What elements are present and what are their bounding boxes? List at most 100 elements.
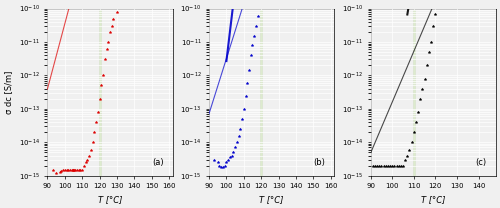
Point xyxy=(101,58,109,61)
Text: (b): (b) xyxy=(314,158,325,167)
Point xyxy=(56,170,64,173)
Point xyxy=(116,1,124,4)
X-axis label: T [°C]: T [°C] xyxy=(421,195,446,204)
Point xyxy=(104,40,112,44)
Point xyxy=(408,141,416,144)
Point xyxy=(88,141,96,144)
Point xyxy=(252,24,260,28)
Text: (a): (a) xyxy=(152,158,164,167)
Point xyxy=(76,168,84,171)
Point xyxy=(228,154,235,157)
Point xyxy=(382,164,390,167)
Point xyxy=(66,168,74,171)
Point xyxy=(386,164,394,167)
Point xyxy=(392,164,400,167)
Point xyxy=(219,165,227,169)
X-axis label: T [°C]: T [°C] xyxy=(98,195,122,204)
Point xyxy=(380,164,388,167)
Point xyxy=(82,161,90,164)
Point xyxy=(231,146,239,149)
Point xyxy=(110,17,118,20)
Point xyxy=(70,168,78,171)
Point xyxy=(247,54,255,57)
Point xyxy=(52,171,60,175)
Point xyxy=(217,165,225,169)
Point xyxy=(404,154,411,157)
Point xyxy=(406,148,413,151)
Point xyxy=(61,168,69,171)
Point xyxy=(78,168,86,171)
Point xyxy=(414,110,422,114)
Point xyxy=(236,127,244,131)
Point xyxy=(423,64,431,67)
Y-axis label: σ dc [S/m]: σ dc [S/m] xyxy=(4,71,13,114)
Point xyxy=(418,87,426,90)
Point xyxy=(420,77,428,80)
Point xyxy=(240,107,248,110)
Point xyxy=(68,168,76,171)
Point xyxy=(216,164,224,167)
Point xyxy=(92,120,100,124)
Text: (c): (c) xyxy=(475,158,486,167)
Point xyxy=(412,120,420,124)
Point xyxy=(224,158,232,161)
Point xyxy=(384,164,392,167)
Point xyxy=(245,68,253,71)
Point xyxy=(256,4,264,7)
Point xyxy=(233,141,241,144)
Point xyxy=(425,50,433,54)
Point xyxy=(62,168,70,171)
Point xyxy=(98,84,106,87)
Point xyxy=(399,164,407,167)
Point xyxy=(238,117,246,120)
Point xyxy=(248,43,256,47)
Point xyxy=(96,97,104,100)
Point xyxy=(394,164,402,167)
Point xyxy=(416,97,424,100)
Point xyxy=(401,158,409,161)
Point xyxy=(388,164,396,167)
Point xyxy=(73,168,81,171)
Point xyxy=(64,168,72,171)
Point xyxy=(58,169,66,172)
Point xyxy=(71,168,79,171)
Point xyxy=(230,151,237,154)
Point xyxy=(85,154,93,157)
Point xyxy=(390,164,398,167)
Point xyxy=(427,40,435,44)
Point xyxy=(87,148,95,151)
Point xyxy=(234,135,242,138)
Point xyxy=(378,164,386,167)
Point xyxy=(226,156,234,159)
Point xyxy=(432,12,440,15)
Point xyxy=(371,164,379,167)
Point xyxy=(59,168,67,171)
Point xyxy=(244,81,252,84)
Point xyxy=(254,14,262,18)
Point xyxy=(84,158,92,161)
Point xyxy=(99,74,107,77)
Point xyxy=(210,158,218,161)
Point xyxy=(373,164,381,167)
Point xyxy=(220,164,228,167)
Point xyxy=(429,24,437,28)
Point xyxy=(214,161,222,164)
Point xyxy=(113,10,121,14)
X-axis label: T [°C]: T [°C] xyxy=(260,195,284,204)
Point xyxy=(68,168,76,171)
Point xyxy=(70,168,78,171)
Point xyxy=(250,35,258,38)
Point xyxy=(94,110,102,114)
Point xyxy=(376,164,384,167)
Point xyxy=(74,168,82,171)
Point xyxy=(242,94,250,97)
Point xyxy=(222,161,230,164)
Point xyxy=(397,164,405,167)
Point xyxy=(410,130,418,134)
Point xyxy=(90,130,98,134)
Point xyxy=(80,164,88,167)
Point xyxy=(102,48,110,51)
Point xyxy=(48,168,56,171)
Point xyxy=(106,30,114,33)
Point xyxy=(369,164,377,167)
